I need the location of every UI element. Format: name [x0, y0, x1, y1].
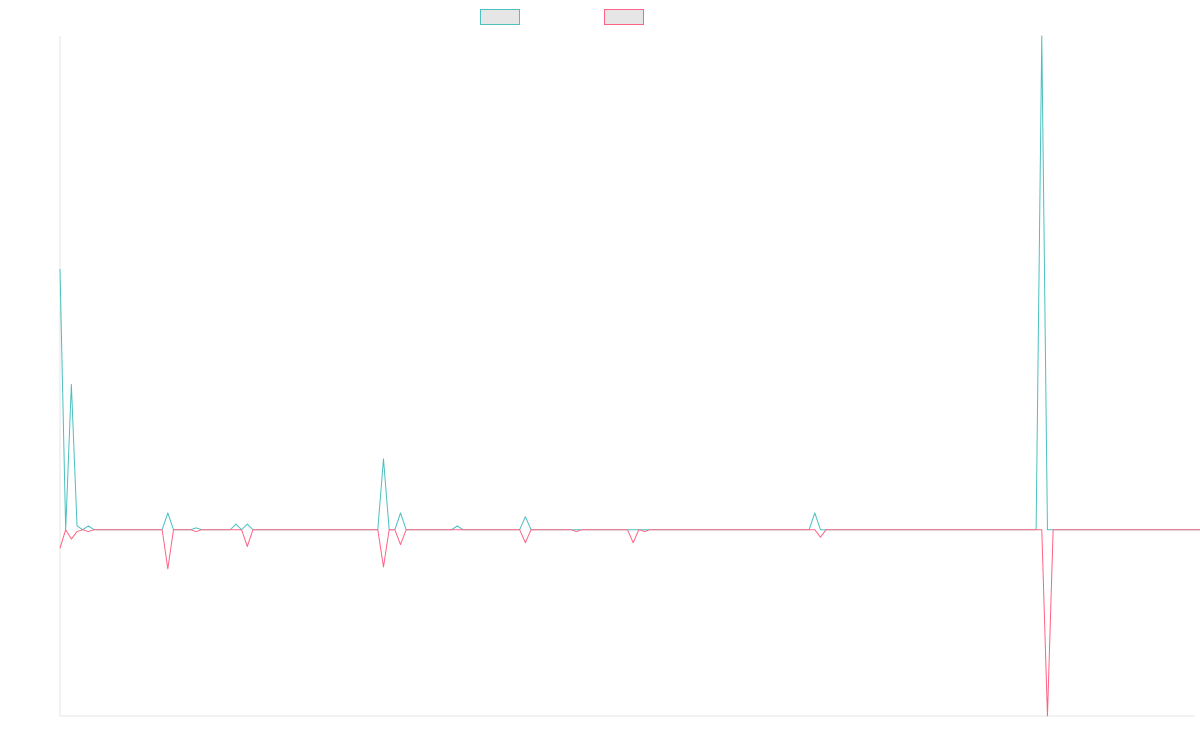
legend-swatch-series-2[interactable]: [604, 9, 644, 25]
series-line-1: [59, 35, 1200, 531]
chart-axes: [59, 36, 1195, 717]
series-line-2: [59, 529, 1200, 717]
legend-swatch-series-1[interactable]: [480, 9, 520, 25]
series-layer: [59, 35, 1200, 717]
